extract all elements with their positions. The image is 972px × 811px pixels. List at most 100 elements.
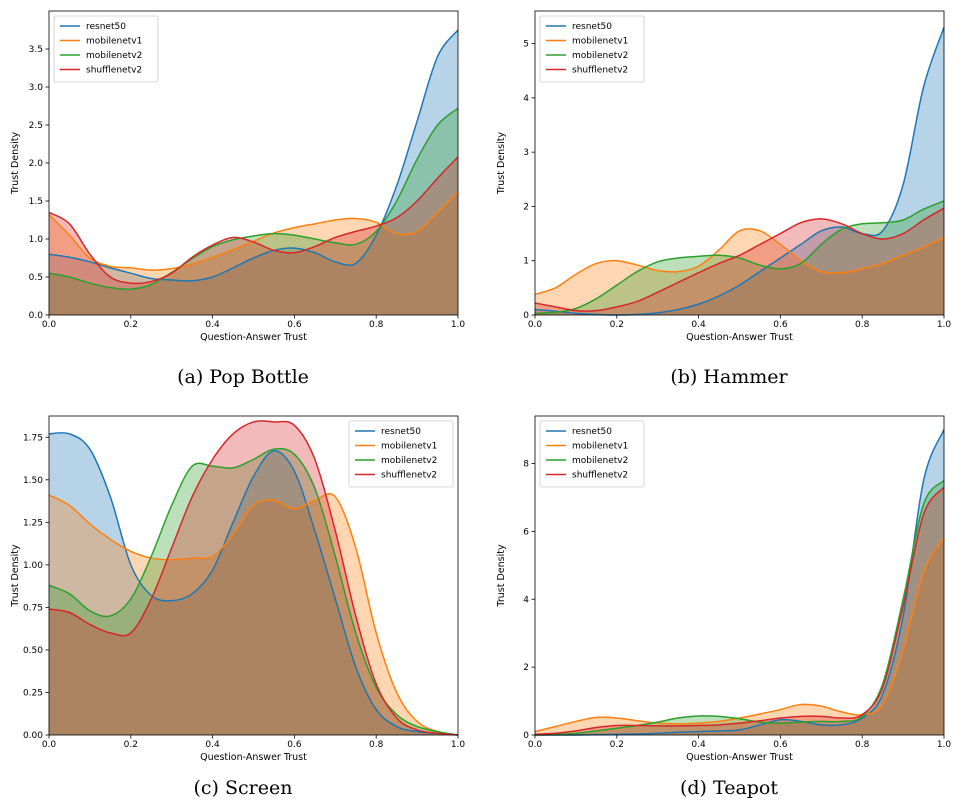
x-tick-label: 0.8 [855,740,870,750]
x-tick-label: 0.2 [124,740,138,750]
series-line-shufflenetv2 [48,420,459,736]
y-axis-label: Trust Density [496,544,507,608]
y-axis-label: Trust Density [10,544,21,608]
legend-label-mobilenetv1: mobilenetv1 [572,37,628,47]
chart-panel-d: 0.0 0.2 0.4 0.6 0.8 1.0 0 2 4 6 8 Question-Answer T… [486,405,972,810]
series-line-shufflenetv2 [534,207,945,312]
x-tick-label: 0.6 [773,740,788,750]
legend-box [348,420,454,488]
series-area-shufflenetv2 [49,420,458,735]
y-tick-label: 0.75 [23,603,43,613]
legend-label-mobilenetv1: mobilenetv1 [86,37,142,47]
series-line-mobilenetv2 [48,107,459,291]
series-area-mobilenetv2 [535,480,944,735]
x-axis-label: Question-Answer Trust [686,332,793,343]
chart-a-svg: 0.0 0.2 0.4 0.6 0.8 1.0 0.0 0.5 1.0 1.5 2.0 2.5 3.0 3… [10,10,466,343]
y-tick-label: 2.0 [29,159,44,169]
y-tick-label: 1.00 [23,561,43,571]
chart-panel-c: 0.0 0.2 0.4 0.6 0.8 1.0 0.00 0.25 0.50 0.75 1.00 1.… [0,405,486,810]
legend-label-mobilenetv2: mobilenetv2 [572,456,628,466]
y-tick-label: 1.25 [23,518,43,528]
y-tick-label: 0.25 [23,688,43,698]
series-line-resnet50 [48,431,459,736]
x-tick-label: 0.2 [610,740,624,750]
series-line-shufflenetv2 [48,156,459,285]
legend-box [539,420,645,488]
series-area-shufflenetv2 [49,156,458,315]
series-line-mobilenetv2 [534,479,945,736]
chart-c-areas [49,420,458,735]
series-area-mobilenetv2 [49,448,458,735]
chart-b-svg: 0.0 0.2 0.4 0.6 0.8 1.0 0 1 2 3 4 5 Question-Answer … [496,10,952,343]
chart-a-legend: resnet50 mobilenetv1 mobilenetv2 shufflenet… [53,15,159,83]
y-tick-label: 2 [523,663,529,673]
chart-d-caption: (d) Teapot [679,777,779,799]
legend-label-mobilenetv2: mobilenetv2 [572,51,628,61]
series-line-resnet50 [535,429,945,736]
y-tick-label: 0.00 [23,731,43,741]
x-tick-label: 0.2 [610,320,624,330]
y-tick-label: 6 [523,527,529,537]
x-tick-label: 1.0 [451,740,466,750]
y-tick-label: 0 [523,311,529,321]
y-tick-label: 0.50 [23,646,43,656]
x-tick-label: 1.0 [451,320,466,330]
y-tick-label: 2.5 [29,121,43,131]
chart-c-legend: resnet50 mobilenetv1 mobilenetv2 shufflenet… [348,420,454,488]
y-tick-label: 3 [523,148,529,158]
y-tick-label: 0.0 [29,311,44,321]
series-area-resnet50 [535,27,944,315]
legend-label-mobilenetv2: mobilenetv2 [381,456,437,466]
series-line-mobilenetv1 [48,492,459,736]
chart-panel-b: 0.0 0.2 0.4 0.6 0.8 1.0 0 1 2 3 4 5 Question-Answer … [486,0,972,405]
legend-box [53,15,159,83]
x-tick-label: 0.2 [124,320,138,330]
legend-label-resnet50: resnet50 [86,22,126,32]
y-axis-label: Trust Density [10,132,21,196]
chart-b-axes-frame [534,10,945,316]
x-axis-label: Question-Answer Trust [686,752,793,763]
series-line-mobilenetv2 [48,447,459,736]
chart-c-lines [48,420,459,736]
chart-d-areas [535,429,944,736]
x-tick-label: 0.0 [42,320,57,330]
chart-panel-a: 0.0 0.2 0.4 0.6 0.8 1.0 0.0 0.5 1.0 1.5 2.0 2.5 3.0 3… [0,0,486,405]
y-tick-label: 4 [523,595,529,605]
x-tick-label: 0.0 [528,320,543,330]
legend-label-shufflenetv2: shufflenetv2 [86,66,142,76]
legend-label-mobilenetv2: mobilenetv2 [86,51,142,61]
y-tick-label: 3.5 [29,45,43,55]
chart-c-caption: (c) Screen [193,777,293,799]
chart-d-lines [534,429,945,736]
y-tick-label: 8 [523,460,529,470]
chart-b-caption: (b) Hammer [670,366,788,388]
x-axis-label: Question-Answer Trust [200,752,307,763]
chart-a-caption: (a) Pop Bottle [177,366,309,388]
legend-label-mobilenetv1: mobilenetv1 [381,442,437,452]
legend-box [539,15,645,83]
x-tick-label: 0.6 [287,740,302,750]
y-tick-label: 1.0 [29,235,44,245]
legend-label-resnet50: resnet50 [572,427,612,437]
series-area-shufflenetv2 [535,208,944,315]
x-tick-label: 1.0 [937,740,952,750]
y-tick-label: 0.5 [29,273,43,283]
y-tick-label: 0 [523,731,529,741]
x-tick-label: 0.8 [369,740,384,750]
chart-c-svg: 0.0 0.2 0.4 0.6 0.8 1.0 0.00 0.25 0.50 0.75 1.00 1.… [10,415,466,763]
series-area-mobilenetv1 [535,228,944,315]
x-tick-label: 1.0 [937,320,952,330]
x-tick-label: 0.6 [287,320,302,330]
legend-label-resnet50: resnet50 [572,22,612,32]
legend-label-shufflenetv2: shufflenetv2 [381,471,437,481]
y-tick-label: 3.0 [29,83,44,93]
y-tick-label: 1.5 [29,197,43,207]
y-tick-label: 5 [523,40,529,50]
y-tick-label: 1 [523,257,529,267]
series-line-shufflenetv2 [534,486,945,736]
legend-label-shufflenetv2: shufflenetv2 [572,471,628,481]
series-area-mobilenetv1 [535,538,944,735]
legend-label-shufflenetv2: shufflenetv2 [572,66,628,76]
y-tick-label: 4 [523,94,529,104]
chart-a-lines [48,29,459,291]
